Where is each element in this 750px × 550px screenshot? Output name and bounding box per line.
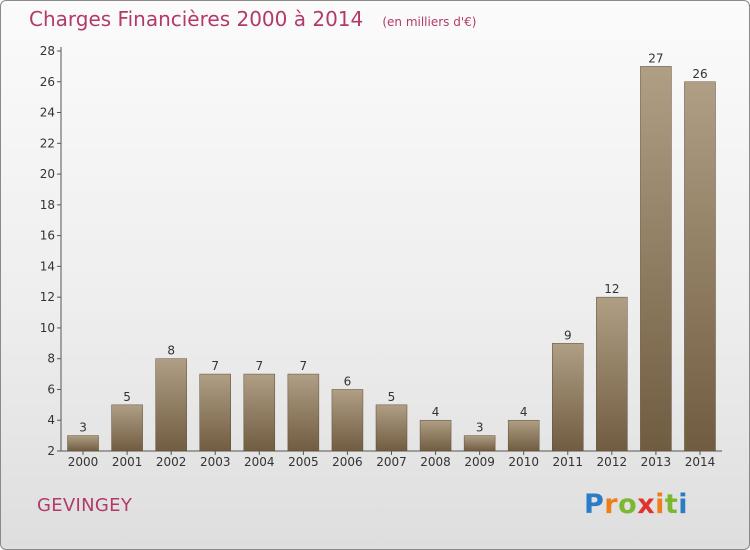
bar bbox=[243, 373, 276, 452]
bar bbox=[67, 435, 99, 452]
x-tick-label: 2006 bbox=[332, 455, 363, 469]
y-tick-label: 4 bbox=[47, 413, 55, 427]
x-tick-label: 2009 bbox=[464, 455, 495, 469]
y-tick-label: 2 bbox=[47, 444, 55, 458]
y-tick-label: 16 bbox=[40, 229, 55, 243]
x-tick-label: 2004 bbox=[244, 455, 275, 469]
bar bbox=[552, 343, 584, 452]
y-tick-label: 20 bbox=[40, 167, 55, 181]
y-tick-label: 12 bbox=[40, 290, 55, 304]
bar-value-label: 27 bbox=[648, 51, 663, 65]
x-tick-label: 2011 bbox=[552, 455, 583, 469]
x-tick-label: 2003 bbox=[200, 455, 231, 469]
bar bbox=[684, 81, 716, 452]
bar-value-label: 26 bbox=[692, 67, 707, 81]
x-tick-label: 2013 bbox=[641, 455, 672, 469]
y-tick-label: 26 bbox=[40, 75, 55, 89]
bar-value-label: 3 bbox=[79, 421, 87, 435]
x-tick-label: 2005 bbox=[288, 455, 319, 469]
x-tick-label: 2000 bbox=[68, 455, 99, 469]
commune-name: GEVINGEY bbox=[37, 495, 133, 516]
bar bbox=[287, 373, 320, 452]
bar bbox=[155, 358, 187, 452]
y-tick-label: 28 bbox=[40, 44, 55, 58]
x-tick-label: 2012 bbox=[597, 455, 628, 469]
x-tick-label: 2014 bbox=[685, 455, 716, 469]
bar-value-label: 4 bbox=[432, 405, 440, 419]
bar-value-label: 7 bbox=[300, 359, 308, 373]
bar-value-label: 12 bbox=[604, 282, 619, 296]
bar-value-label: 6 bbox=[344, 374, 352, 388]
bar-value-label: 7 bbox=[211, 359, 219, 373]
chart-subtitle: (en milliers d'€) bbox=[382, 15, 477, 29]
bar bbox=[640, 66, 672, 452]
bar-value-label: 5 bbox=[388, 390, 396, 404]
bar bbox=[375, 404, 408, 452]
x-tick-label: 2008 bbox=[420, 455, 451, 469]
bar-value-label: 3 bbox=[476, 421, 484, 435]
bar-value-label: 4 bbox=[520, 405, 528, 419]
bar bbox=[199, 373, 231, 452]
y-tick-label: 18 bbox=[40, 198, 55, 212]
bar-value-label: 5 bbox=[123, 390, 131, 404]
y-tick-label: 14 bbox=[40, 259, 55, 273]
bar bbox=[419, 419, 452, 452]
bar bbox=[463, 435, 496, 452]
y-tick-label: 10 bbox=[40, 321, 55, 335]
x-tick-label: 2002 bbox=[156, 455, 187, 469]
bar bbox=[507, 419, 540, 452]
y-tick-label: 8 bbox=[47, 352, 55, 366]
x-tick-label: 2001 bbox=[112, 455, 143, 469]
proxiti-logo[interactable]: Proxiti bbox=[584, 489, 689, 520]
bar bbox=[331, 389, 364, 452]
y-tick-label: 6 bbox=[47, 382, 55, 396]
y-tick-label: 22 bbox=[40, 136, 55, 150]
title-block: Charges Financières 2000 à 2014 (en mill… bbox=[29, 7, 476, 31]
bar-value-label: 7 bbox=[255, 359, 263, 373]
bar bbox=[596, 296, 628, 452]
bar-value-label: 9 bbox=[564, 328, 572, 342]
chart-title: Charges Financières 2000 à 2014 bbox=[29, 7, 364, 31]
x-tick-label: 2010 bbox=[508, 455, 539, 469]
bar bbox=[111, 404, 143, 452]
y-tick-label: 24 bbox=[40, 106, 55, 120]
bar-value-label: 8 bbox=[167, 344, 175, 358]
x-tick-label: 2007 bbox=[376, 455, 407, 469]
